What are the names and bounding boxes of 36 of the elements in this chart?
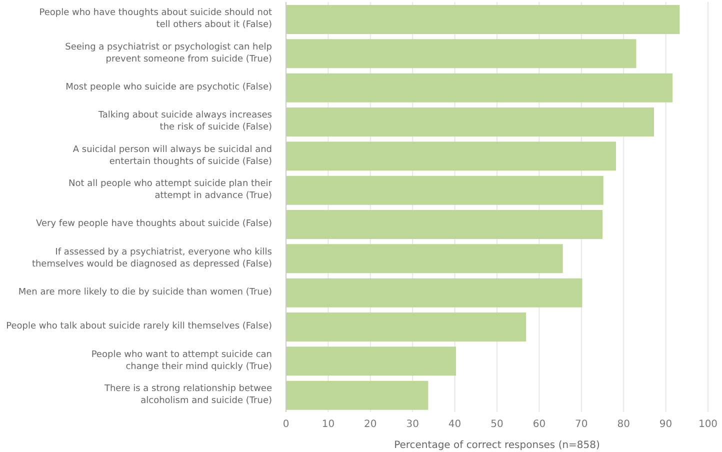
bar xyxy=(286,39,636,68)
x-axis-title: Percentage of correct responses (n=858) xyxy=(394,440,600,451)
bar xyxy=(286,108,654,136)
x-tick-label: 40 xyxy=(448,419,462,430)
y-tick-label: Most people who suicide are psychotic (False) xyxy=(66,82,272,92)
x-tick-label: 60 xyxy=(532,419,546,430)
y-tick-label: Seeing a psychiatrist or psychologist can help prevent someone from suicide (True) xyxy=(65,42,272,64)
y-tick-label: Not all people who attempt suicide plan their attempt in advance (True) xyxy=(68,178,272,201)
y-tick-label: If assessed by a psychiatrist, everyone who kills themselves would be diagnosed as depressed (False) xyxy=(32,247,272,270)
y-tick-label: People who want to attempt suicide can change their mind quickly (True) xyxy=(91,350,272,372)
bar xyxy=(286,176,604,205)
y-tick-label: A suicidal person will always be suicidal and entertain thoughts of suicide (False) xyxy=(72,144,272,167)
y-tick-label: There is a strong relationship betwee alcoholism and suicide (True) xyxy=(103,384,272,406)
x-tick-label: 0 xyxy=(282,419,290,430)
y-tick-label: People who talk about suicide rarely kill themselves (False) xyxy=(6,322,272,332)
bar xyxy=(286,142,616,171)
bar xyxy=(286,244,563,274)
bar xyxy=(286,5,680,34)
bar xyxy=(286,73,673,102)
y-tick-label: Talking about suicide always increases the risk of suicide (False) xyxy=(97,110,272,133)
x-tick-label: 100 xyxy=(698,419,718,430)
bar xyxy=(286,380,428,410)
x-tick-label: 70 xyxy=(575,419,588,430)
x-tick-label: 30 xyxy=(406,419,419,430)
bar xyxy=(286,312,526,342)
x-tick-label: 10 xyxy=(322,419,335,430)
x-tick-label: 80 xyxy=(617,419,630,430)
y-tick-label: Men are more likely to die by suicide than women (True) xyxy=(18,287,272,298)
bar xyxy=(286,278,582,308)
bar xyxy=(286,346,456,376)
y-tick-label: People who have thoughts about suicide should not tell others about it (False) xyxy=(39,8,272,30)
y-tick-label: Very few people have thoughts about suicide (False) xyxy=(36,219,272,230)
x-tick-label: 50 xyxy=(490,419,504,430)
bar xyxy=(286,210,602,239)
x-tick-label: 20 xyxy=(364,419,377,430)
x-tick-label: 90 xyxy=(659,419,672,430)
